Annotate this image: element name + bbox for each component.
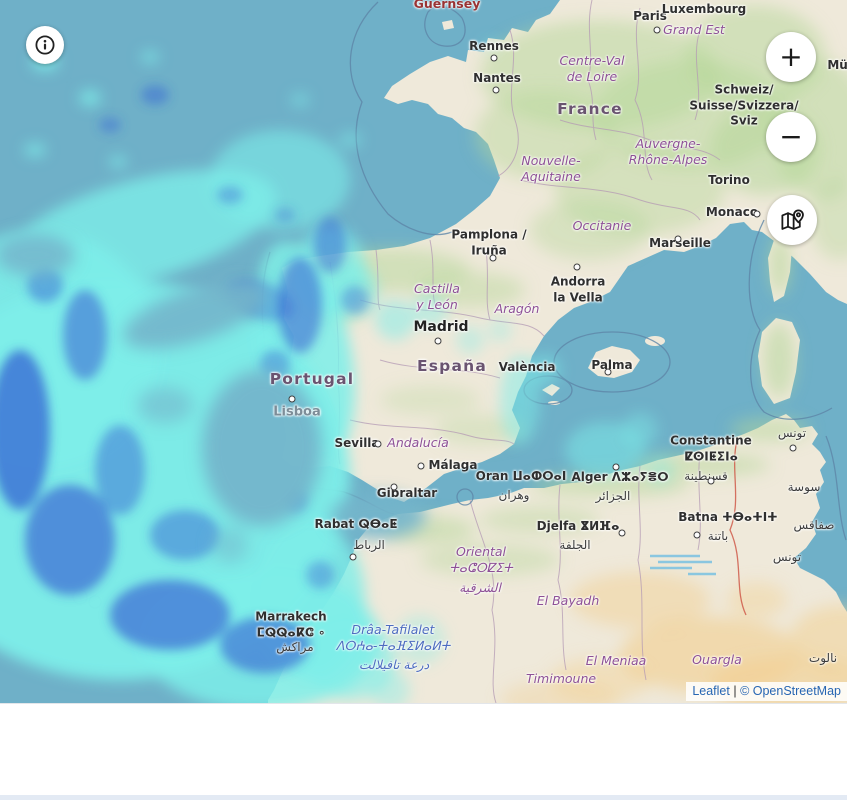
map-pin-icon xyxy=(780,208,804,230)
timeline-bar: HOY 16:00JUEVIESÁBDOMLUNMAR 13:00 Vie 19… xyxy=(0,703,847,800)
info-button[interactable] xyxy=(26,26,64,64)
zoom-in-button[interactable]: + xyxy=(766,32,816,82)
info-icon xyxy=(35,35,55,55)
plus-icon: + xyxy=(779,40,803,73)
map-layers-button[interactable] xyxy=(767,195,817,245)
map-attribution: Leaflet | © OpenStreetMap xyxy=(686,682,847,701)
leaflet-link[interactable]: Leaflet xyxy=(692,684,730,698)
attribution-separator: | xyxy=(733,684,737,698)
zoom-out-button[interactable]: − xyxy=(766,112,816,162)
map-canvas[interactable]: Guernsey Rennes Nantes Paris Luxembourg Grand… xyxy=(0,0,847,703)
minus-icon: − xyxy=(779,120,803,153)
bottom-edge-strip xyxy=(0,795,847,800)
openstreetmap-link[interactable]: © OpenStreetMap xyxy=(740,684,841,698)
map-graphic xyxy=(0,0,847,703)
